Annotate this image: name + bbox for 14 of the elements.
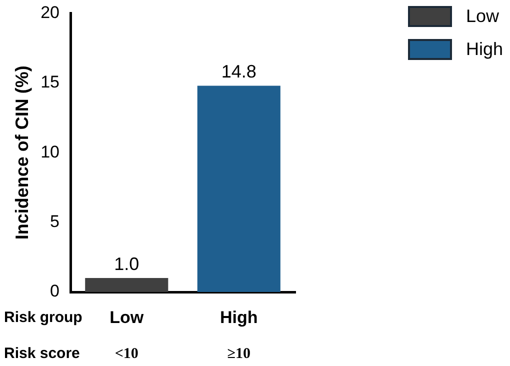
y-tick-label: 0 [50, 282, 60, 301]
text: Risk score [4, 345, 80, 362]
data-label: 1.0 [114, 254, 140, 274]
text: ≥10 [227, 346, 250, 362]
y-tick-label: 20 [40, 2, 60, 22]
text: Risk group [4, 309, 82, 326]
text: <10 [114, 346, 138, 362]
legend-label: Low [466, 6, 500, 27]
y-tick-label: 5 [50, 212, 60, 231]
y-axis-title: Incidence of CIN (%) [12, 66, 32, 240]
legend-label: High [466, 39, 504, 60]
y-tick-label: 10 [40, 142, 60, 162]
data-label: 14.8 [221, 62, 256, 82]
y-tick-label: 15 [40, 72, 60, 92]
